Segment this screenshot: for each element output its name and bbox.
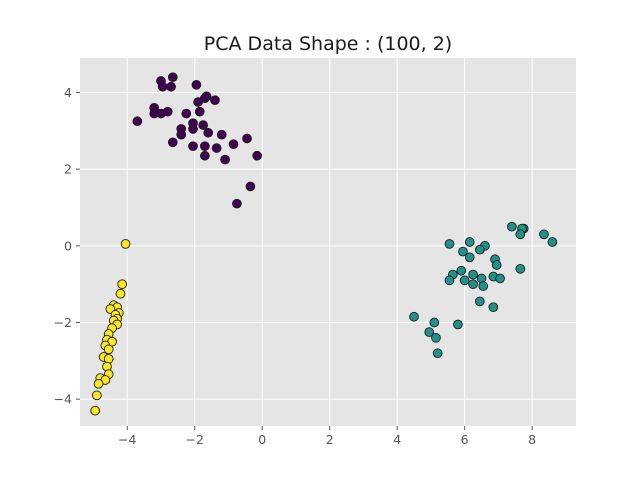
scatter-point-cluster-2 [456, 265, 467, 276]
scatter-point-cluster-1 [193, 97, 203, 107]
scatter-point-cluster-2 [515, 229, 526, 240]
scatter-point-cluster-2 [444, 275, 455, 286]
y-tick-label: 2 [64, 162, 72, 177]
scatter-point-cluster-2 [444, 239, 455, 249]
grid-lines [80, 58, 576, 426]
scatter-point-cluster-1 [252, 150, 262, 161]
x-tick-label: 2 [326, 432, 334, 447]
scatter-point-cluster-1 [245, 181, 256, 192]
scatter-point-cluster-1 [232, 198, 242, 209]
scatter-point-cluster-1 [194, 106, 205, 117]
plot-background [80, 58, 576, 426]
scatter-point-cluster-1 [242, 133, 252, 144]
scatter-point-cluster-2 [507, 221, 517, 232]
scatter-point-cluster-1 [199, 150, 210, 161]
scatter-point-cluster-2 [458, 246, 468, 257]
scatter-point-cluster-1 [157, 81, 168, 92]
scatter-point-cluster-3 [115, 288, 126, 299]
scatter-point-cluster-2 [409, 311, 419, 322]
scatter-point-cluster-3 [93, 378, 104, 389]
scatter-point-cluster-1 [188, 141, 198, 152]
scatter-point-cluster-1 [181, 108, 192, 119]
data-points [90, 72, 558, 416]
axis-ticks: −4 −2 0 2 4 6 8 −4 −2 0 2 4 [54, 85, 537, 447]
scatter-point-cluster-3 [92, 390, 102, 401]
y-tick-label: −4 [54, 392, 72, 407]
scatter-point-cluster-3 [103, 344, 114, 355]
scatter-point-cluster-3 [117, 279, 128, 290]
scatter-point-cluster-1 [176, 129, 187, 140]
scatter-point-cluster-1 [220, 154, 230, 165]
scatter-point-cluster-1 [210, 95, 220, 106]
scatter-point-cluster-2 [464, 252, 475, 263]
x-tick-label: 4 [393, 432, 401, 447]
scatter-point-cluster-1 [199, 141, 210, 152]
scatter-point-cluster-1 [211, 143, 222, 153]
scatter-point-cluster-1 [198, 120, 209, 130]
scatter-point-cluster-2 [464, 237, 475, 247]
scatter-point-cluster-2 [488, 302, 499, 313]
scatter-point-cluster-1 [162, 106, 173, 117]
x-tick-label: 6 [461, 432, 469, 447]
scatter-point-cluster-2 [424, 327, 435, 337]
x-tick-label: 0 [258, 432, 266, 447]
scatter-point-cluster-1 [132, 116, 143, 127]
chart-title: PCA Data Shape : (100, 2) [204, 33, 452, 55]
scatter-point-cluster-1 [166, 81, 176, 92]
x-tick-label: 8 [528, 432, 536, 447]
scatter-point-cluster-2 [515, 263, 526, 274]
scatter-point-cluster-2 [539, 229, 549, 240]
scatter-point-cluster-2 [453, 319, 463, 330]
scatter-point-cluster-2 [431, 332, 441, 343]
scatter-point-cluster-2 [459, 275, 470, 286]
scatter-point-cluster-2 [468, 279, 478, 290]
y-tick-label: 4 [64, 85, 72, 100]
x-tick-label: −4 [118, 432, 136, 447]
scatter-point-cluster-2 [468, 269, 478, 280]
scatter-point-cluster-1 [203, 127, 214, 138]
scatter-point-cluster-1 [188, 124, 198, 134]
scatter-point-cluster-2 [432, 348, 443, 359]
scatter-point-cluster-2 [495, 273, 505, 284]
scatter-point-cluster-1 [167, 72, 178, 83]
scatter-point-cluster-3 [90, 405, 101, 416]
x-tick-label: −2 [186, 432, 204, 447]
scatter-point-cluster-2 [547, 237, 558, 247]
scatter-point-cluster-2 [478, 281, 489, 291]
scatter-point-cluster-2 [491, 260, 502, 270]
scatter-point-cluster-1 [191, 79, 202, 90]
scatter-point-cluster-1 [167, 137, 178, 148]
scatter-point-cluster-1 [228, 139, 239, 150]
scatter-point-cluster-2 [474, 296, 485, 307]
scatter-point-cluster-1 [201, 91, 212, 102]
scatter-point-cluster-1 [216, 129, 227, 140]
scatter-point-cluster-3 [120, 239, 131, 249]
y-tick-label: 0 [64, 238, 72, 253]
y-tick-label: −2 [54, 315, 72, 330]
scatter-point-cluster-2 [429, 317, 440, 328]
scatter-point-cluster-2 [474, 244, 485, 255]
